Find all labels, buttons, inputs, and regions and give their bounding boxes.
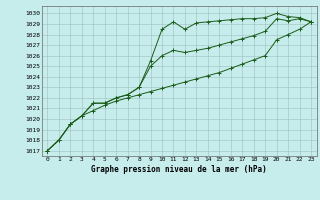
X-axis label: Graphe pression niveau de la mer (hPa): Graphe pression niveau de la mer (hPa) — [91, 165, 267, 174]
